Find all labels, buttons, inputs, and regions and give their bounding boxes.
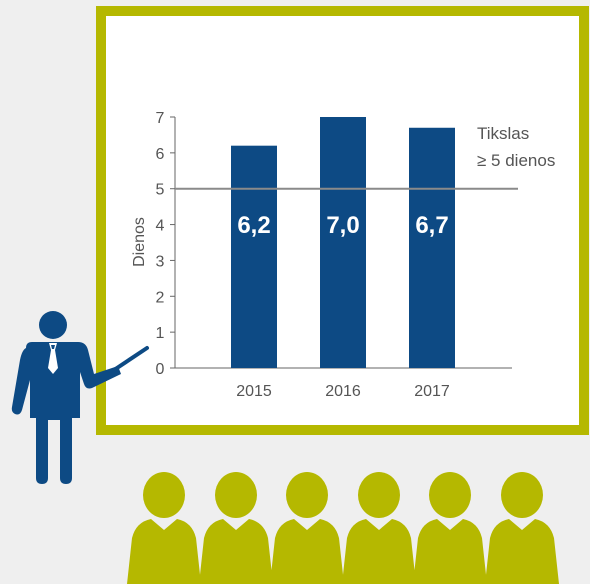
y-axis-ticks: 0 1 2 3 4 5 6 7 (156, 110, 175, 378)
audience-body (342, 519, 416, 584)
presenter-icon (11, 311, 121, 484)
audience-person-icon (485, 472, 559, 584)
x-axis-labels: 2015 2016 2017 (236, 383, 450, 400)
presenter-tie (48, 343, 58, 374)
data-labels: 6,2 7,0 6,7 (237, 212, 448, 239)
y-tick-label: 3 (156, 253, 165, 270)
data-label-2017: 6,7 (415, 212, 448, 239)
y-tick-label: 4 (156, 218, 165, 235)
target-label-line1: Tikslas (477, 124, 529, 143)
pointer-stick-icon (112, 346, 149, 372)
audience-body (199, 519, 273, 584)
presenter-body (11, 342, 121, 484)
audience-head (143, 472, 185, 518)
y-tick-label: 0 (156, 361, 165, 378)
bars (231, 117, 455, 368)
audience-person-icon (413, 472, 487, 584)
y-tick-label: 6 (156, 146, 165, 163)
y-tick-label: 2 (156, 289, 165, 306)
audience-head (501, 472, 543, 518)
data-label-2016: 7,0 (326, 212, 359, 239)
x-tick-label-2015: 2015 (236, 383, 272, 400)
y-tick-label: 7 (156, 110, 165, 127)
audience-person-icon (270, 472, 344, 584)
audience-person-icon (199, 472, 273, 584)
data-label-2015: 6,2 (237, 212, 270, 239)
y-axis-title: Dienos (131, 217, 148, 267)
bar-2016 (320, 117, 366, 368)
presenter-tie-knot (51, 345, 55, 349)
bar-2015 (231, 145, 277, 368)
y-tick-label: 1 (156, 325, 165, 342)
bar-chart: 0 1 2 3 4 5 6 7 6,2 7,0 6,7 2015 2016 2017 Dienos T… (131, 110, 555, 400)
audience-body (127, 519, 201, 584)
y-tick-label: 5 (156, 182, 165, 199)
audience-head (286, 472, 328, 518)
audience-person-icon (127, 472, 201, 584)
audience-head (358, 472, 400, 518)
target-label-line2: ≥ 5 dienos (477, 151, 555, 170)
presenter-head (39, 311, 67, 339)
audience-body (413, 519, 487, 584)
audience-head (215, 472, 257, 518)
audience-person-icon (342, 472, 416, 584)
x-tick-label-2017: 2017 (414, 383, 450, 400)
x-tick-label-2016: 2016 (325, 383, 361, 400)
bar-2017 (409, 127, 455, 368)
audience-body (485, 519, 559, 584)
audience (127, 472, 559, 584)
audience-head (429, 472, 471, 518)
audience-body (270, 519, 344, 584)
